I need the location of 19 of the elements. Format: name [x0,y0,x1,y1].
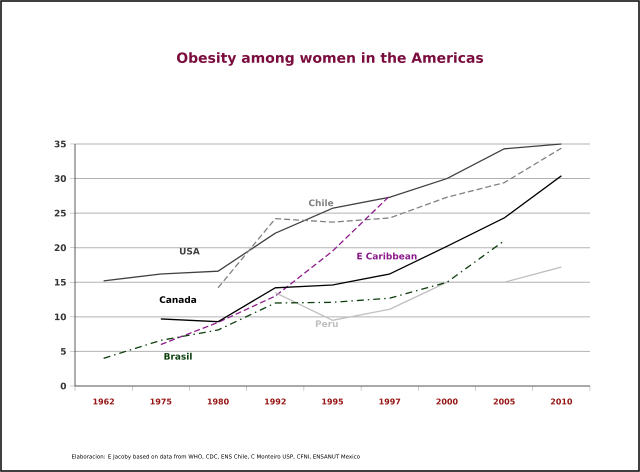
line-series [217,147,562,288]
series-label: Canada [160,296,196,304]
series-label: USA [180,248,200,255]
line-series [102,143,562,282]
y-tick-label: 25 [54,210,66,217]
line-series [102,240,505,359]
y-tick-label: 0 [60,382,66,390]
y-tick-label: 35 [54,140,66,148]
y-tick-label: 20 [54,244,66,252]
series-label: Chile [308,199,334,206]
series-label: Brasil [164,352,192,360]
y-tick-label: 5 [60,348,66,355]
line-series [274,266,562,321]
chart-title: Obesity among women in the Americas [176,52,484,66]
series-label: Peru [316,320,338,328]
y-tick-label: 30 [54,175,66,182]
y-tick-label: 15 [55,278,66,286]
text: E Caribbean [357,252,417,260]
y-tick-label: 10 [55,313,66,320]
